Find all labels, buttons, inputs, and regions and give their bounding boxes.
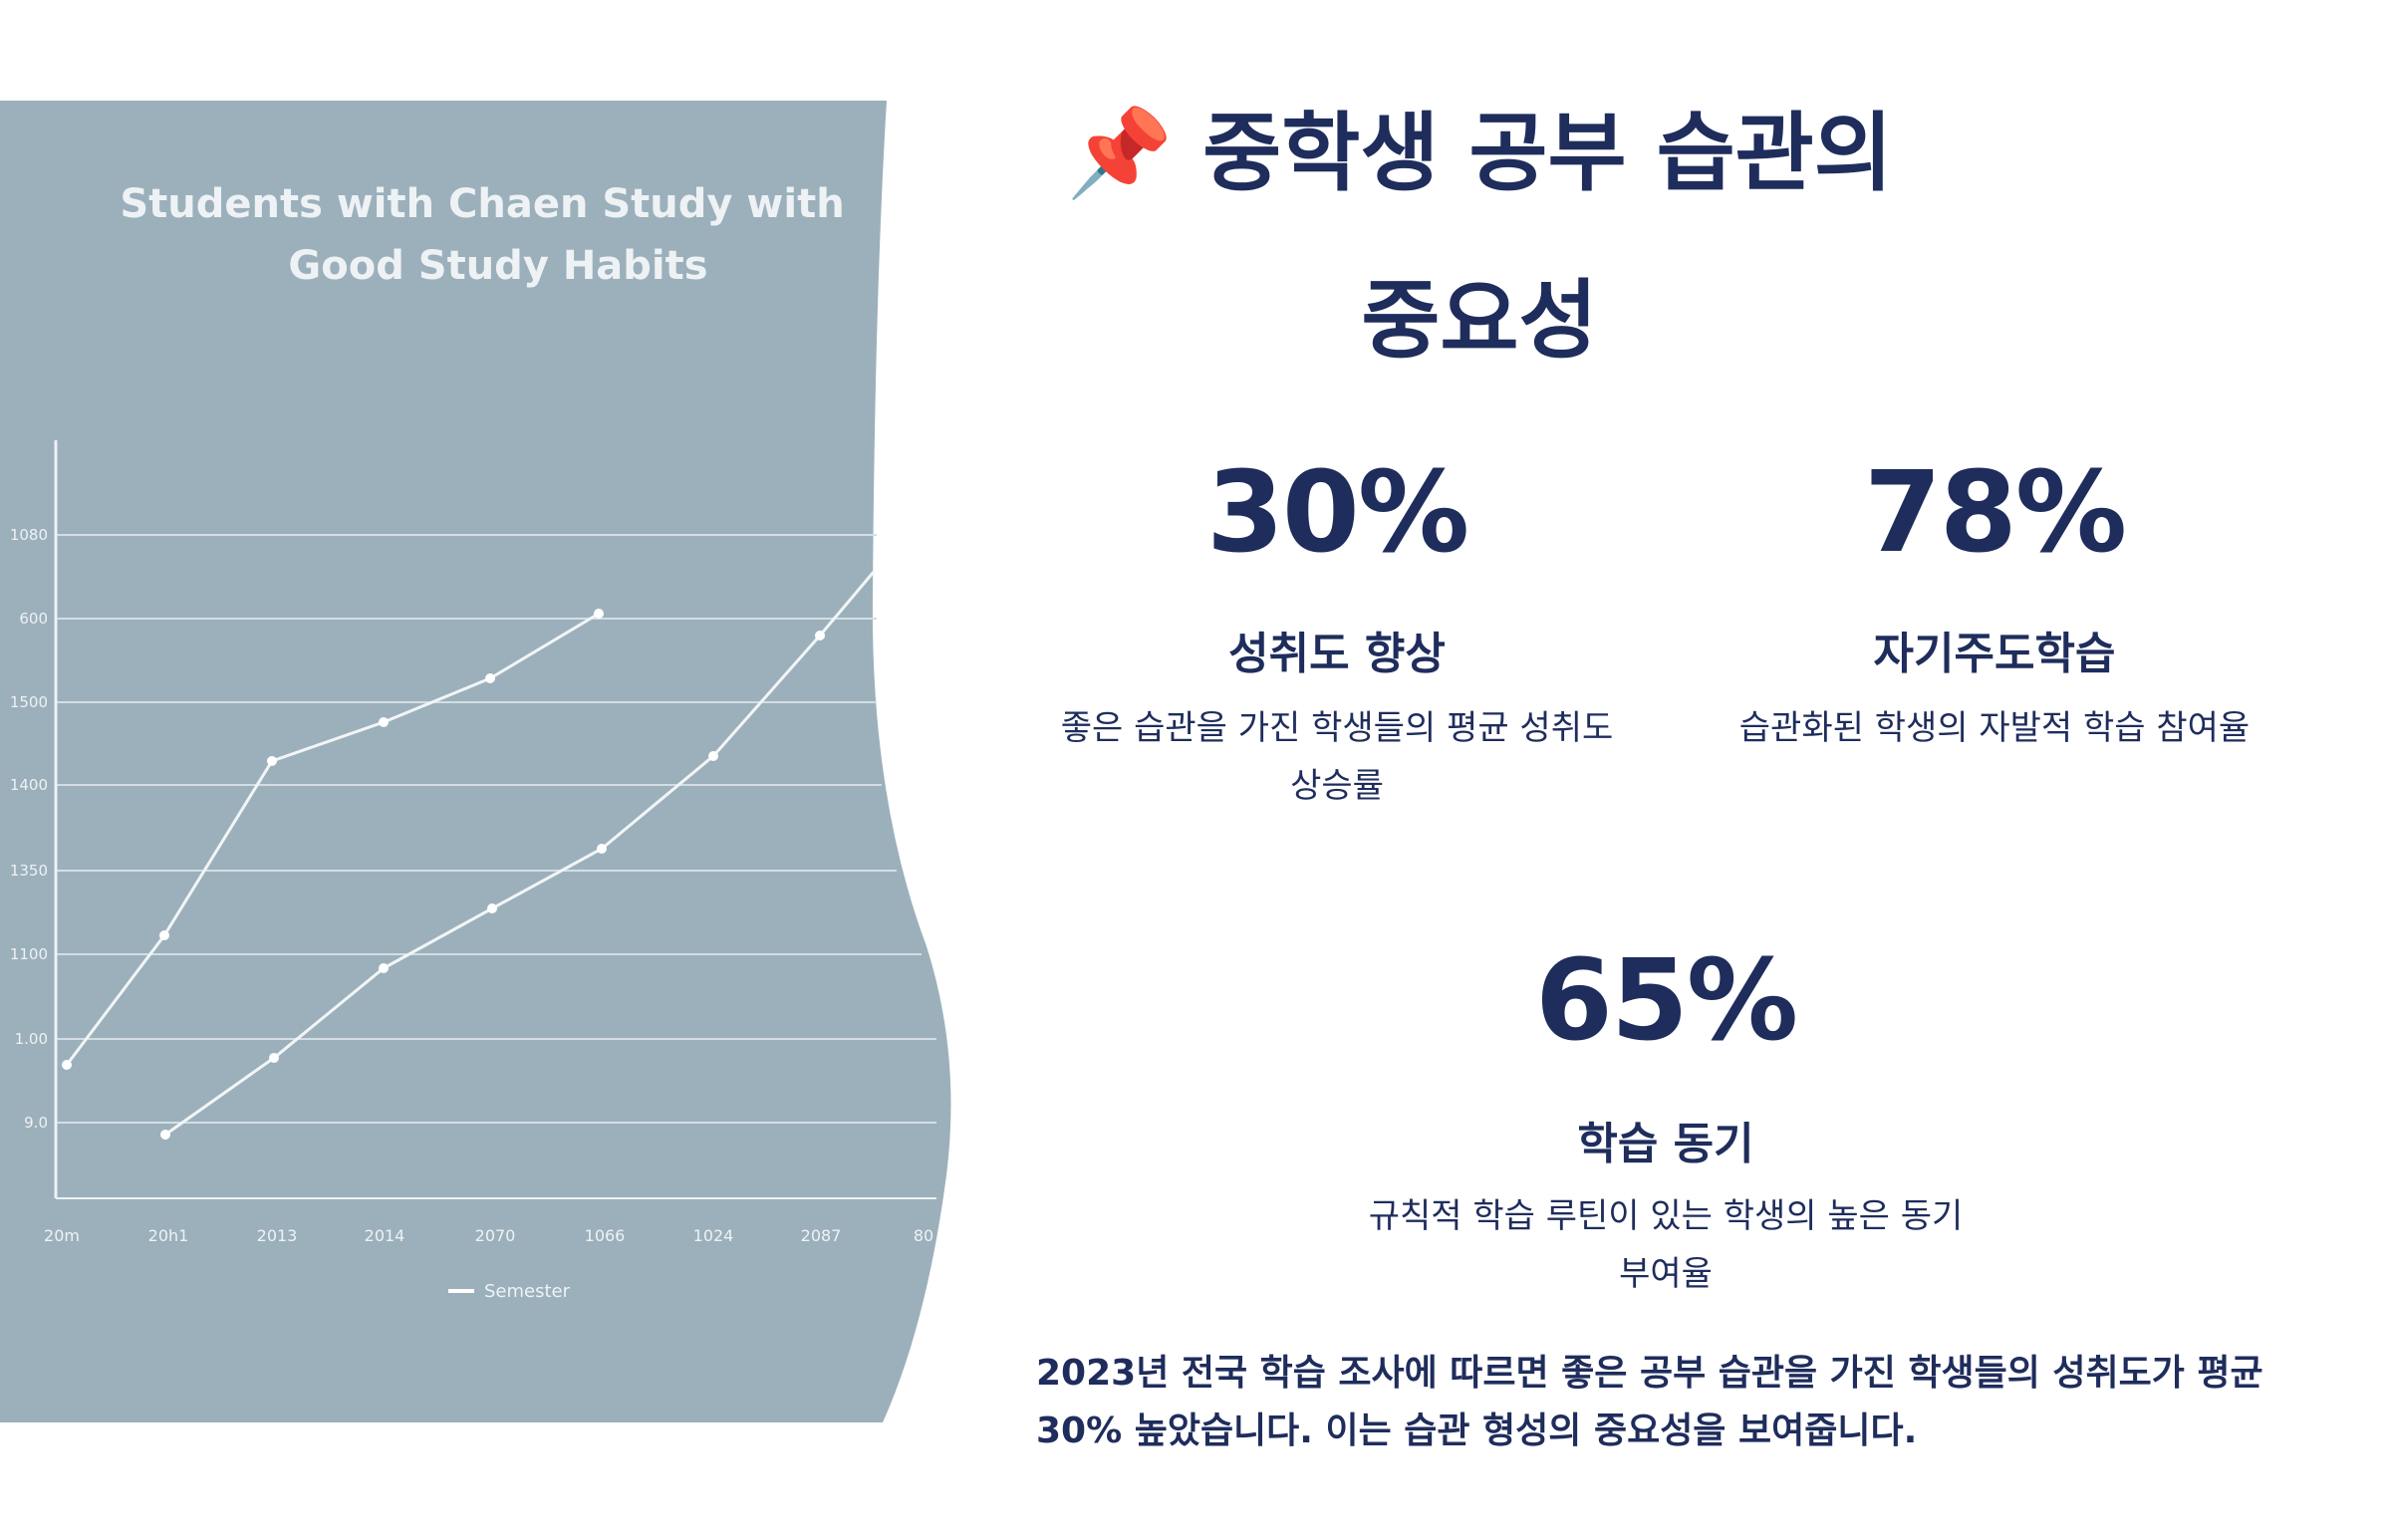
x-label: 20m xyxy=(44,1226,80,1245)
y-label: 1100 xyxy=(10,945,48,963)
y-label: 1500 xyxy=(10,693,48,711)
x-label: 1066 xyxy=(585,1226,626,1245)
y-label: 1350 xyxy=(10,862,48,880)
illustration-title: Good Study Habits xyxy=(288,243,707,289)
title: 📌 중학생 공부 습관의 중요성 xyxy=(1066,104,1893,371)
x-label: 1024 xyxy=(693,1226,734,1245)
y-label: 1400 xyxy=(10,776,48,794)
x-label: 20h1 xyxy=(148,1226,189,1245)
stat-description: 좋은 습관을 가진 학생들의 평균 성취도 상승률 xyxy=(1060,708,1614,806)
x-label: 80 xyxy=(914,1226,933,1245)
line xyxy=(164,571,876,1137)
illustration: Students with Chaen Study with Good Stud… xyxy=(0,101,951,1422)
stat-label: 자기주도학습 xyxy=(1873,629,2116,679)
stat-label: 성취도 향상 xyxy=(1228,629,1446,679)
footer-note: 2023년 전국 학습 조사에 따르면 좋은 공부 습관을 가진 학생들의 성취… xyxy=(1036,1353,2263,1451)
legend-label: Semester xyxy=(484,1281,571,1302)
y-label: 9.0 xyxy=(24,1114,48,1132)
x-label: 2070 xyxy=(475,1226,516,1245)
stat-description: 습관화된 학생의 자발적 학습 참여율 xyxy=(1738,708,2251,748)
grid xyxy=(56,534,936,1124)
y-label: 1080 xyxy=(10,526,48,544)
stat-description: 규칙적 학습 루틴이 있는 학생의 높은 동기 부여율 xyxy=(1368,1196,1964,1294)
y-label: 1.00 xyxy=(15,1030,48,1048)
line xyxy=(65,612,600,1066)
illustration-panel xyxy=(0,101,951,1422)
stat-label: 학습 동기 xyxy=(1577,1119,1754,1169)
x-label: 2013 xyxy=(257,1226,298,1245)
stat-value: 30% xyxy=(1205,448,1469,578)
stat-value: 78% xyxy=(1863,448,2127,578)
points xyxy=(62,609,825,1140)
illustration-title: Students with Chaen Study with xyxy=(120,181,844,227)
x-label: 2087 xyxy=(801,1226,842,1245)
x-label: 2014 xyxy=(365,1226,405,1245)
stat-value: 65% xyxy=(1534,936,1798,1066)
y-label: 600 xyxy=(19,610,48,628)
